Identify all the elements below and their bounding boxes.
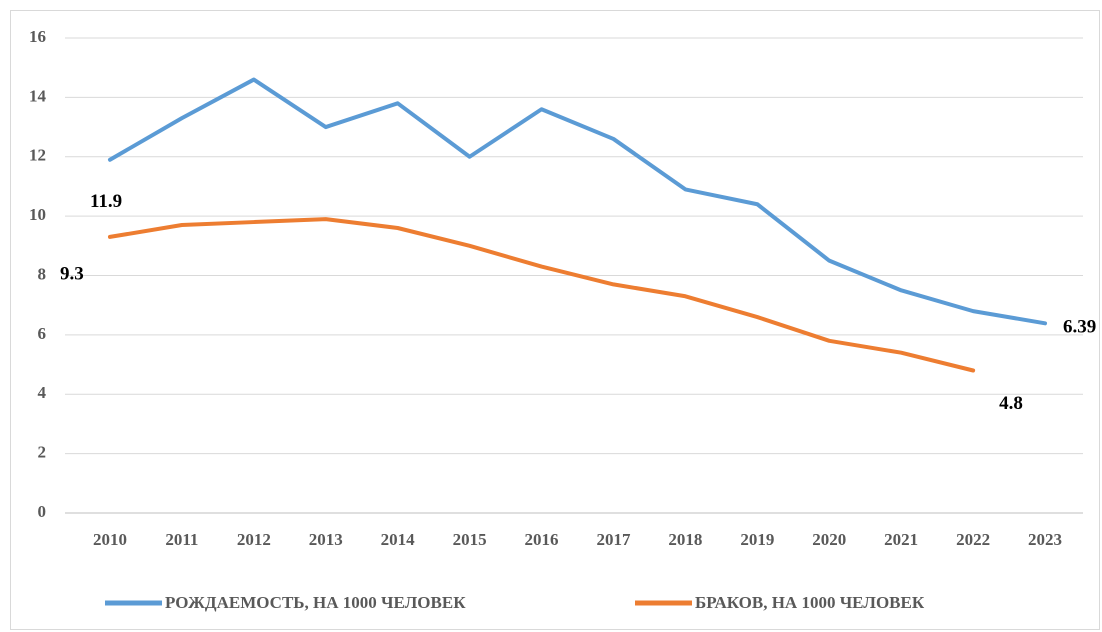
x-tick-label: 2013 (309, 530, 343, 549)
x-tick-label: 2010 (93, 530, 127, 549)
x-tick-label: 2023 (1028, 530, 1062, 549)
x-tick-label: 2018 (668, 530, 702, 549)
x-tick-label: 2017 (596, 530, 631, 549)
series-line (107, 217, 976, 373)
y-tick-label: 6 (38, 324, 47, 343)
data-label: 9.3 (60, 263, 84, 284)
x-tick-label: 2020 (812, 530, 846, 549)
x-tick-label: 2021 (884, 530, 918, 549)
y-tick-label: 12 (29, 146, 46, 165)
x-tick-label: 2012 (237, 530, 271, 549)
x-tick-label: 2022 (956, 530, 990, 549)
y-tick-label: 10 (29, 205, 46, 224)
x-tick-label: 2015 (453, 530, 487, 549)
x-tick-label: 2014 (381, 530, 416, 549)
y-tick-label: 14 (29, 86, 47, 105)
x-tick-label: 2019 (740, 530, 774, 549)
legend-label: РОЖДАЕМОСТЬ, НА 1000 ЧЕЛОВЕК (165, 593, 466, 612)
y-tick-label: 2 (38, 443, 47, 462)
y-tick-label: 8 (38, 264, 47, 283)
series-line (107, 77, 1048, 326)
y-tick-label: 0 (38, 502, 47, 521)
data-label: 11.9 (90, 191, 122, 212)
data-label: 4.8 (999, 393, 1023, 414)
x-tick-label: 2011 (165, 530, 198, 549)
data-label: 6.39 (1063, 317, 1096, 338)
legend-label: БРАКОВ, НА 1000 ЧЕЛОВЕК (695, 593, 925, 612)
x-tick-label: 2016 (525, 530, 559, 549)
y-tick-label: 16 (29, 27, 46, 46)
y-tick-label: 4 (38, 383, 47, 402)
